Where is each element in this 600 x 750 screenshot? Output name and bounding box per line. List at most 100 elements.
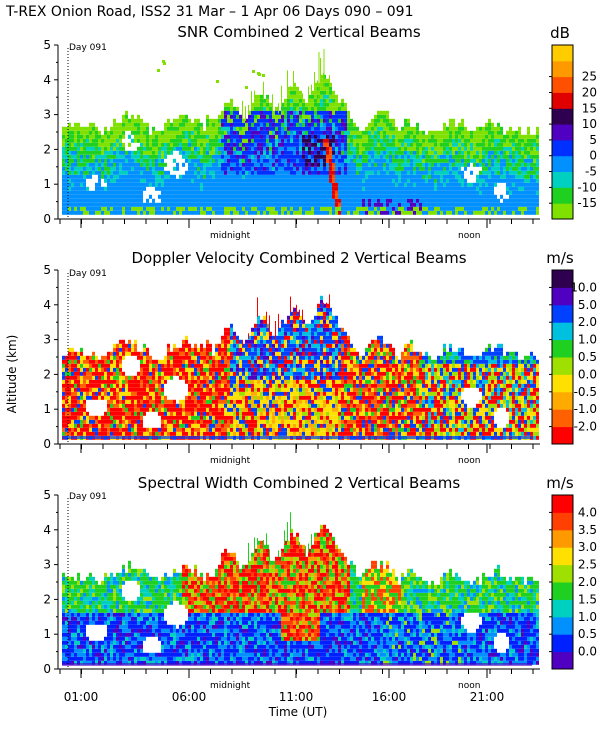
data-cell bbox=[209, 198, 212, 203]
data-cell bbox=[311, 110, 314, 115]
data-cell bbox=[440, 166, 443, 171]
data-cell bbox=[395, 206, 398, 211]
data-cell bbox=[89, 130, 92, 135]
data-cell bbox=[299, 134, 302, 139]
data-cell bbox=[404, 150, 407, 155]
data-cell bbox=[116, 407, 119, 412]
data-cell bbox=[476, 174, 479, 179]
data-cell bbox=[197, 371, 200, 376]
data-cell bbox=[287, 202, 290, 207]
data-cell bbox=[362, 174, 365, 179]
data-cell bbox=[161, 415, 164, 420]
data-cell bbox=[179, 130, 182, 135]
data-cell bbox=[215, 150, 218, 155]
data-cell bbox=[341, 174, 344, 179]
data-cell bbox=[410, 174, 413, 179]
data-cell bbox=[242, 130, 245, 135]
data-cell bbox=[440, 130, 443, 135]
data-cell bbox=[89, 170, 92, 175]
data-cell bbox=[104, 375, 107, 380]
data-cell bbox=[503, 158, 506, 163]
data-cell bbox=[140, 379, 143, 384]
data-cell bbox=[419, 142, 422, 147]
data-cell bbox=[275, 190, 278, 195]
data-cell bbox=[194, 363, 197, 368]
data-cell bbox=[89, 198, 92, 203]
data-cell bbox=[230, 198, 233, 203]
data-cell bbox=[137, 198, 140, 203]
data-cell bbox=[230, 98, 233, 103]
data-cell bbox=[296, 146, 299, 151]
data-cell bbox=[503, 202, 506, 207]
data-cell bbox=[485, 166, 488, 171]
data-cell bbox=[488, 154, 491, 159]
data-cell bbox=[251, 106, 254, 111]
data-cell bbox=[62, 411, 65, 416]
data-cell bbox=[221, 134, 224, 139]
data-cell bbox=[278, 154, 281, 159]
data-cell bbox=[479, 190, 482, 195]
data-cell bbox=[452, 186, 455, 191]
data-cell bbox=[71, 367, 74, 372]
data-cell bbox=[470, 170, 473, 175]
data-cell bbox=[233, 202, 236, 207]
data-cell bbox=[308, 126, 311, 131]
data-cell bbox=[305, 134, 308, 139]
data-cell bbox=[470, 190, 473, 195]
data-cell bbox=[464, 142, 467, 147]
data-cell bbox=[506, 186, 509, 191]
data-cell bbox=[92, 154, 95, 159]
data-cell bbox=[101, 355, 104, 360]
data-cell bbox=[221, 407, 224, 412]
data-cell bbox=[143, 210, 146, 215]
data-cell bbox=[335, 94, 338, 99]
data-cell bbox=[458, 198, 461, 203]
data-cell bbox=[443, 178, 446, 183]
data-cell bbox=[215, 190, 218, 195]
data-cell bbox=[197, 407, 200, 412]
data-cell bbox=[509, 162, 512, 167]
data-cell bbox=[62, 186, 65, 191]
data-cell bbox=[386, 110, 389, 115]
data-cell bbox=[476, 142, 479, 147]
data-cell bbox=[194, 122, 197, 127]
data-cell bbox=[62, 190, 65, 195]
data-cell bbox=[203, 395, 206, 400]
data-cell bbox=[443, 150, 446, 155]
data-cell bbox=[122, 375, 125, 380]
data-cell bbox=[302, 106, 305, 111]
data-cell bbox=[509, 190, 512, 195]
data-cell bbox=[533, 138, 536, 143]
data-cell bbox=[491, 174, 494, 179]
data-cell bbox=[182, 343, 185, 348]
data-cell bbox=[527, 182, 530, 187]
data-cell bbox=[161, 395, 164, 400]
data-cell bbox=[62, 134, 65, 139]
data-cell bbox=[125, 387, 128, 392]
data-cell bbox=[77, 174, 80, 179]
data-cell bbox=[257, 206, 260, 211]
data-cell bbox=[485, 186, 488, 191]
data-cell bbox=[383, 134, 386, 139]
data-cell bbox=[197, 367, 200, 372]
data-cell bbox=[161, 419, 164, 424]
data-cell bbox=[458, 210, 461, 215]
data-cell bbox=[248, 178, 251, 183]
data-cell bbox=[257, 126, 260, 131]
data-cell bbox=[425, 190, 428, 195]
data-cell bbox=[137, 182, 140, 187]
data-cell bbox=[119, 359, 122, 364]
data-cell bbox=[332, 146, 335, 151]
data-cell bbox=[380, 118, 383, 123]
data-cell bbox=[146, 355, 149, 360]
data-cell bbox=[86, 186, 89, 191]
data-cell bbox=[116, 122, 119, 127]
data-cell bbox=[488, 150, 491, 155]
data-cell bbox=[386, 146, 389, 151]
data-cell bbox=[293, 174, 296, 179]
colorbar-label: 5 bbox=[589, 133, 597, 147]
data-cell bbox=[428, 138, 431, 143]
data-cell bbox=[515, 166, 518, 171]
data-cell bbox=[299, 126, 302, 131]
data-cell bbox=[323, 170, 326, 175]
